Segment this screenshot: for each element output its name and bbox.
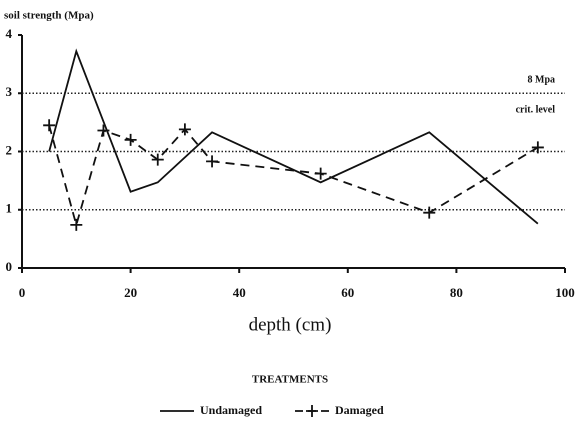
- x-tick-label: 0: [19, 285, 26, 300]
- y-tick-label: 0: [6, 259, 13, 274]
- series-line: [48, 48, 539, 225]
- point-marker: [531, 141, 544, 154]
- annotation: 8 Mpa: [528, 74, 556, 85]
- x-tick-label: 20: [124, 285, 137, 300]
- y-tick-label: 1: [6, 201, 13, 216]
- x-axis-label: depth (cm): [249, 314, 332, 335]
- legend-label: Damaged: [335, 403, 384, 417]
- point-marker: [206, 155, 219, 168]
- x-tick-label: 40: [233, 285, 246, 300]
- series-line: [48, 125, 539, 229]
- x-tick-label: 80: [450, 285, 463, 300]
- legend-marker: [306, 405, 318, 417]
- point-marker: [423, 206, 436, 219]
- point-marker: [70, 218, 83, 231]
- x-tick-label: 100: [555, 285, 575, 300]
- y-tick-label: 2: [6, 142, 13, 157]
- x-tick-label: 60: [341, 285, 354, 300]
- point-marker: [43, 119, 56, 132]
- point-marker: [314, 167, 327, 180]
- annotation: crit. level: [516, 104, 556, 115]
- y-tick-label: 3: [6, 84, 13, 99]
- legend-label: Undamaged: [200, 403, 262, 417]
- point-marker: [151, 153, 164, 166]
- point-marker: [97, 124, 110, 137]
- point-marker: [124, 133, 137, 146]
- y-tick-label: 4: [6, 26, 13, 41]
- point-marker: [178, 123, 191, 136]
- chart-title: soil strength (Mpa): [4, 10, 94, 22]
- legend-title: TREATMENTS: [252, 374, 328, 386]
